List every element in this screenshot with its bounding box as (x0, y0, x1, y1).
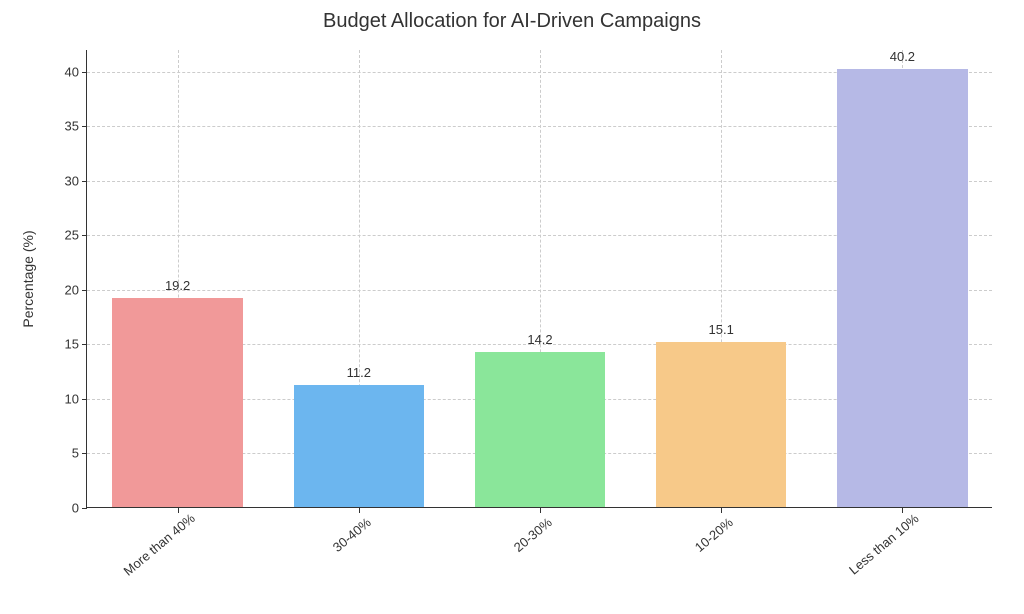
ytick-label: 10 (65, 391, 79, 406)
ytick-mark (82, 453, 87, 454)
bar (837, 69, 967, 507)
bar (475, 352, 605, 507)
ytick-mark (82, 126, 87, 127)
xtick-mark (178, 508, 179, 513)
ytick-label: 40 (65, 64, 79, 79)
bar-value-label: 19.2 (165, 278, 190, 293)
plot-area: 051015202530354019.2More than 40%11.230-… (86, 50, 992, 508)
ytick-label: 25 (65, 228, 79, 243)
xtick-label: 20-30% (523, 505, 567, 545)
ytick-mark (82, 508, 87, 509)
ytick-mark (82, 290, 87, 291)
xtick-mark (721, 508, 722, 513)
ytick-label: 5 (72, 446, 79, 461)
xtick-label: 10-20% (704, 505, 748, 545)
xtick-mark (902, 508, 903, 513)
bar (656, 342, 786, 507)
bar-value-label: 14.2 (527, 332, 552, 347)
ytick-mark (82, 181, 87, 182)
xtick-label: 30-40% (342, 505, 386, 545)
y-axis-label: Percentage (%) (20, 230, 36, 327)
chart-title: Budget Allocation for AI-Driven Campaign… (0, 10, 1024, 33)
bar-value-label: 40.2 (890, 49, 915, 64)
bar (112, 298, 242, 507)
xtick-mark (359, 508, 360, 513)
ytick-label: 35 (65, 119, 79, 134)
bar-value-label: 15.1 (709, 322, 734, 337)
ytick-label: 30 (65, 173, 79, 188)
ytick-mark (82, 344, 87, 345)
xtick-mark (540, 508, 541, 513)
ytick-label: 20 (65, 282, 79, 297)
chart-container: Budget Allocation for AI-Driven Campaign… (0, 0, 1024, 614)
ytick-mark (82, 235, 87, 236)
ytick-mark (82, 399, 87, 400)
bar-value-label: 11.2 (347, 365, 371, 380)
ytick-mark (82, 72, 87, 73)
bar (294, 385, 424, 507)
ytick-label: 15 (65, 337, 79, 352)
ytick-label: 0 (72, 501, 79, 516)
